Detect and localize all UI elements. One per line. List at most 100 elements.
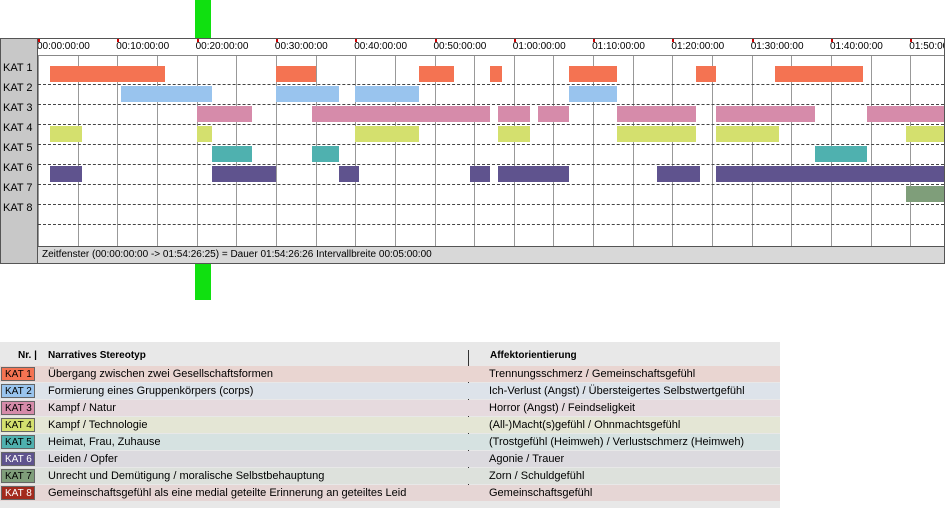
timeline-segment-kat-1[interactable]	[276, 66, 316, 82]
timeline-segment-kat-6[interactable]	[339, 166, 359, 182]
legend-affekt: Agonie / Trauer	[489, 453, 565, 465]
ruler-tick-mark	[117, 39, 120, 42]
ruler-tick-label: 01:00:00:00	[512, 41, 566, 52]
ruler-tick-label: 01:20:00:00	[671, 41, 725, 52]
ruler-tick-label: 01:10:00:00	[592, 41, 645, 52]
legend-affekt: (All-)Macht(s)gefühl / Ohnmachtsgefühl	[489, 419, 681, 431]
legend-category-swatch: KAT 5	[1, 435, 35, 449]
legend-row: KAT 6 Leiden / Opfer Agonie / Trauer	[0, 451, 780, 467]
timeline-segment-kat-4[interactable]	[197, 126, 212, 142]
playhead-marker-top[interactable]	[195, 0, 211, 38]
legend-affekt: Zorn / Schuldgefühl	[489, 470, 585, 482]
timeline-segment-kat-6[interactable]	[50, 166, 82, 182]
timeline-segment-kat-1[interactable]	[775, 66, 863, 82]
grid-line-vertical	[276, 56, 277, 246]
ruler-tick-label: 00:50:00:00	[433, 41, 487, 52]
timeline-segment-kat-3[interactable]	[538, 106, 569, 122]
timeline-segment-kat-6[interactable]	[212, 166, 276, 182]
legend-category-swatch: KAT 7	[1, 469, 35, 483]
ruler-tick-mark	[275, 39, 278, 42]
timeline-segment-kat-1[interactable]	[569, 66, 617, 82]
timeline-segment-kat-1[interactable]	[696, 66, 716, 82]
timeline-segment-kat-4[interactable]	[498, 126, 530, 142]
ruler-tick-label: 00:40:00:00	[354, 41, 408, 52]
legend-stereotyp: Kampf / Technologie	[48, 419, 148, 431]
timeline-segment-kat-1[interactable]	[50, 66, 165, 82]
legend-affekt: Gemeinschaftsgefühl	[489, 487, 593, 499]
legend-stereotyp: Unrecht und Demütigung / moralische Selb…	[48, 470, 325, 482]
timeline-segment-kat-4[interactable]	[617, 126, 696, 142]
timeline-segment-kat-2[interactable]	[355, 86, 419, 102]
ruler-tick-mark	[751, 39, 754, 42]
timeline-segment-kat-4[interactable]	[716, 126, 779, 142]
timeline-segment-kat-3[interactable]	[716, 106, 815, 122]
timeline-segment-kat-6[interactable]	[498, 166, 569, 182]
timeline-segment-kat-2[interactable]	[569, 86, 617, 102]
grid-line-vertical	[474, 56, 475, 246]
ruler-tick-mark	[910, 39, 913, 42]
ruler-tick-mark	[355, 39, 358, 42]
legend-row: KAT 1 Übergang zwischen zwei Gesellschaft…	[0, 366, 780, 382]
track-labels: KAT 1 KAT 2 KAT 3 KAT 4 KAT 5 KAT 6 KAT 7 KAT 8	[1, 39, 38, 263]
track-label-kat-4: KAT 4	[3, 122, 33, 134]
grid-line-horizontal	[38, 104, 944, 105]
grid-line-vertical	[197, 56, 198, 246]
timeline-segment-kat-6[interactable]	[470, 166, 490, 182]
legend-table: Nr. | Narratives Stereotyp Affektorienti…	[0, 342, 780, 508]
legend-header-nr: Nr. |	[18, 350, 37, 361]
ruler-tick-mark	[196, 39, 199, 42]
grid-line-vertical	[633, 56, 634, 246]
time-ruler[interactable]: 00:00:00:00 00:10:00:00 00:20:00:00 00:30:0…	[38, 39, 944, 56]
grid-line-vertical	[593, 56, 594, 246]
timeline-segment-kat-4[interactable]	[355, 126, 419, 142]
timeline-segment-kat-1[interactable]	[419, 66, 454, 82]
grid-line-horizontal	[38, 84, 944, 85]
playhead-marker-bottom[interactable]	[195, 264, 211, 300]
legend-category-swatch: KAT 1	[1, 367, 35, 381]
ruler-tick-label: 01:50:00:00	[909, 41, 944, 52]
timeline-segment-kat-2[interactable]	[121, 86, 212, 102]
timeline-segment-kat-3[interactable]	[312, 106, 490, 122]
timeline-segment-kat-6[interactable]	[716, 166, 944, 182]
legend-stereotyp: Formierung eines Gruppenkörpers (corps)	[48, 385, 254, 397]
grid-line-vertical	[672, 56, 673, 246]
ruler-tick-label: 00:20:00:00	[195, 41, 249, 52]
timeline-segment-kat-1[interactable]	[490, 66, 502, 82]
timeline-segment-kat-5[interactable]	[312, 146, 339, 162]
grid-line-horizontal	[38, 184, 944, 185]
grid-line-vertical	[78, 56, 79, 246]
timeline-segment-kat-2[interactable]	[276, 86, 339, 102]
legend-header-stereotyp: Narratives Stereotyp	[48, 350, 146, 361]
grid-line-horizontal	[38, 164, 944, 165]
legend-category-swatch: KAT 3	[1, 401, 35, 415]
legend-category-swatch: KAT 2	[1, 384, 35, 398]
legend-stereotyp: Übergang zwischen zwei Gesellschaftsform…	[48, 368, 273, 380]
timeline-segment-kat-3[interactable]	[498, 106, 530, 122]
legend-row: KAT 8 Gemeinschaftsgefühl als eine medial…	[0, 485, 780, 501]
timeline-plot[interactable]	[38, 56, 944, 246]
grid-line-vertical	[38, 56, 39, 246]
timeline-segment-kat-5[interactable]	[212, 146, 252, 162]
grid-line-vertical	[791, 56, 792, 246]
legend-stereotyp: Kampf / Natur	[48, 402, 116, 414]
grid-line-vertical	[435, 56, 436, 246]
timeline-segment-kat-3[interactable]	[617, 106, 696, 122]
grid-line-horizontal	[38, 224, 944, 225]
timeline-segment-kat-4[interactable]	[906, 126, 944, 142]
ruler-tick-label: 01:30:00:00	[750, 41, 804, 52]
legend-row: KAT 4 Kampf / Technologie (All-)Macht(s)ge…	[0, 417, 780, 433]
legend-row: KAT 3 Kampf / Natur Horror (Angst) / Feind…	[0, 400, 780, 416]
grid-line-vertical	[752, 56, 753, 246]
timeline-segment-kat-7[interactable]	[906, 186, 944, 202]
timeline-segment-kat-6[interactable]	[657, 166, 700, 182]
track-label-kat-3: KAT 3	[3, 102, 33, 114]
track-label-kat-8: KAT 8	[3, 202, 33, 214]
timeline-segment-kat-5[interactable]	[815, 146, 867, 162]
track-label-kat-6: KAT 6	[3, 162, 33, 174]
ruler-tick-mark	[434, 39, 437, 42]
ruler-tick-mark	[593, 39, 596, 42]
timeline-segment-kat-4[interactable]	[50, 126, 82, 142]
timeline-segment-kat-3[interactable]	[197, 106, 252, 122]
legend-stereotyp: Heimat, Frau, Zuhause	[48, 436, 161, 448]
timeline-segment-kat-3[interactable]	[867, 106, 944, 122]
